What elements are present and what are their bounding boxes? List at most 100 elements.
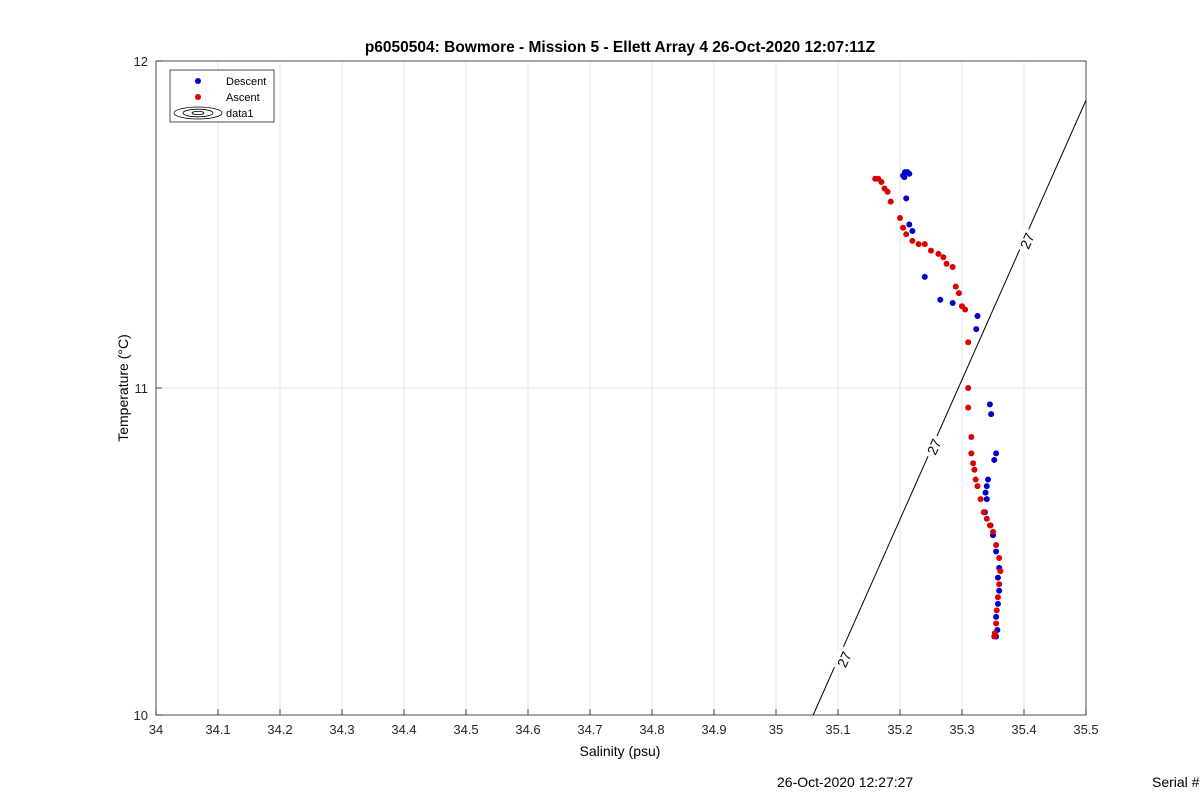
descent-point (949, 299, 956, 306)
contour-label-bg (831, 645, 857, 674)
grid-lines (155, 60, 1087, 716)
ascent-point (921, 241, 928, 248)
ascent-point (970, 460, 977, 467)
ascent-point (897, 214, 903, 221)
ascent-point (915, 241, 922, 248)
ascent-point (965, 339, 972, 346)
ascent-point (997, 568, 1004, 575)
descent-point (974, 313, 981, 320)
x-tick-label: 34.6 (515, 722, 540, 737)
legend-contour-icon (182, 108, 214, 118)
contour-label: 27 (834, 649, 855, 670)
descent-point (937, 296, 944, 303)
y-tick-label: 11 (135, 381, 149, 396)
ascent-point (971, 466, 978, 473)
legend-marker-ascent (195, 94, 201, 100)
descent-point (982, 489, 989, 496)
ascent-point (900, 224, 907, 231)
data-points (872, 169, 1004, 640)
descent-point (996, 587, 1003, 594)
legend-contour-icon (173, 106, 223, 120)
y-tick-label: 12 (134, 54, 148, 69)
descent-point (994, 574, 1001, 581)
y-axis-label: Temperature (°C) (115, 334, 131, 442)
ascent-point (994, 594, 1001, 601)
x-tick-label: 35.4 (1011, 722, 1036, 737)
ascent-point (887, 198, 894, 205)
y-axis-ticks: 10 11 12 (134, 54, 162, 723)
descent-point (983, 483, 990, 490)
ascent-point (986, 522, 993, 529)
descent-point (973, 326, 980, 333)
ascent-point (990, 528, 996, 535)
density-contour: 27 27 27 (812, 100, 1087, 716)
x-tick-label: 34.1 (205, 722, 230, 737)
descent-point (994, 600, 1001, 607)
descent-point (921, 273, 928, 280)
ascent-point (993, 607, 1000, 614)
legend-label: Ascent (226, 92, 260, 104)
ascent-point (974, 483, 981, 490)
descent-point (906, 170, 913, 177)
legend-label: data1 (226, 108, 254, 120)
ascent-point (993, 620, 1000, 627)
ascent-point (878, 178, 885, 185)
ascent-point (993, 541, 1000, 548)
x-tick-label: 35.5 (1073, 722, 1098, 737)
ascent-point (965, 404, 972, 411)
descent-point (991, 456, 998, 463)
descent-point (993, 613, 1000, 620)
x-tick-label: 35.2 (887, 722, 912, 737)
contour-line (812, 100, 1087, 716)
x-tick-label: 34.5 (453, 722, 478, 737)
ascent-point (928, 247, 934, 254)
descent-point (901, 174, 908, 181)
legend-marker-descent (195, 78, 201, 84)
descent-point (909, 228, 916, 235)
ascent-point (965, 385, 972, 391)
footer-serial: Serial # (1152, 774, 1200, 790)
ascent-point (983, 515, 990, 522)
ascent-point (968, 450, 975, 457)
descent-point (986, 401, 993, 408)
ascent-point (940, 254, 947, 261)
x-tick-label: 34.3 (329, 722, 354, 737)
contour-label: 27 (1017, 230, 1038, 251)
y-tick-label: 10 (134, 708, 148, 723)
ascent-point (909, 237, 916, 244)
x-tick-label: 34.9 (701, 722, 726, 737)
chart-title: p6050504: Bowmore - Mission 5 - Ellett A… (365, 39, 876, 56)
ascent-point (884, 188, 891, 195)
ascent-point (996, 555, 1003, 562)
ascent-point (991, 633, 998, 640)
x-tick-label: 34.7 (577, 722, 602, 737)
footer-timestamp: 26-Oct-2020 12:27:27 (777, 774, 914, 790)
ascent-point (977, 496, 984, 503)
contour-label-bg (921, 433, 947, 461)
descent-point (993, 548, 1000, 555)
legend-label: Descent (226, 76, 266, 88)
descent-point (906, 221, 913, 228)
ascent-point (962, 306, 969, 313)
ascent-point (972, 476, 979, 483)
descent-point (993, 450, 1000, 457)
descent-point (983, 496, 990, 503)
x-tick-label: 35.1 (825, 722, 850, 737)
ascent-point (955, 290, 962, 297)
x-axis-ticks: 34 34.1 34.2 34.3 34.4 34.5 34.6 34.7 34.8 34.9 35… (149, 709, 1099, 737)
ascent-point (935, 250, 942, 257)
x-tick-label: 34.8 (639, 722, 664, 737)
ascent-point (952, 283, 959, 290)
ascent-point (949, 264, 956, 271)
descent-point (903, 195, 910, 202)
legend-contour-icon (191, 111, 205, 116)
x-tick-label: 34 (149, 722, 163, 737)
ascent-point (996, 581, 1003, 588)
x-tick-label: 34.2 (267, 722, 292, 737)
x-tick-label: 35.3 (949, 722, 974, 737)
descent-point (988, 411, 995, 418)
ascent-point (943, 260, 950, 267)
contour-label-bg (1014, 227, 1040, 255)
legend: Descent Ascent data1 (169, 69, 275, 123)
